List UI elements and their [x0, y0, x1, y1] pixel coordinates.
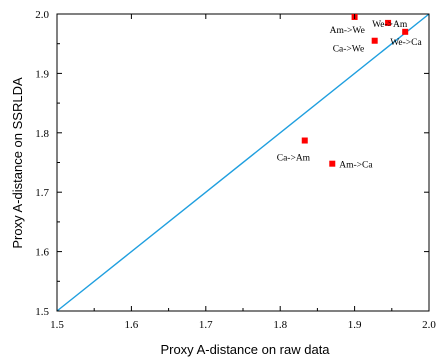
x-tick-label: 1.8 [273, 319, 287, 331]
reference-line-layer [56, 13, 430, 312]
y-tick-label: 1.9 [35, 68, 49, 80]
x-tick-label: 1.6 [125, 319, 139, 331]
reference-line [56, 13, 430, 312]
data-point-label: Ca->We [333, 45, 365, 55]
y-tick-label: 2.0 [35, 9, 49, 21]
point-labels: Am->We We->Am Ca->We We->Ca Ca->Am Am->Ca [277, 20, 423, 171]
data-point [301, 137, 308, 144]
y-tick-label: 1.5 [35, 306, 49, 318]
data-point [402, 28, 409, 35]
data-point-label: We->Ca [390, 38, 422, 48]
x-tick-label: 1.5 [50, 319, 64, 331]
y-tick-label: 1.7 [35, 187, 49, 199]
x-tick-label: 2.0 [422, 319, 436, 331]
data-point [385, 19, 392, 26]
data-point [371, 37, 378, 44]
y-axis-ticks: 1.5 1.6 1.7 1.8 1.9 2.0 [35, 9, 429, 318]
y-tick-label: 1.8 [35, 128, 49, 140]
x-tick-label: 1.7 [199, 319, 213, 331]
x-axis-ticks: 1.5 1.6 1.7 1.8 1.9 2.0 [50, 14, 436, 331]
y-axis-title: Proxy A-distance on SSRLDA [10, 77, 25, 249]
data-point-label: Ca->Am [277, 154, 311, 164]
data-point [329, 160, 336, 167]
data-point-label: We->Am [372, 20, 408, 30]
y-tick-label: 1.6 [35, 247, 49, 259]
x-axis-title: Proxy A-distance on raw data [160, 342, 330, 357]
x-tick-label: 1.9 [348, 319, 362, 331]
data-point-label: Am->Ca [339, 161, 373, 171]
data-point-label: Am->We [330, 26, 365, 36]
